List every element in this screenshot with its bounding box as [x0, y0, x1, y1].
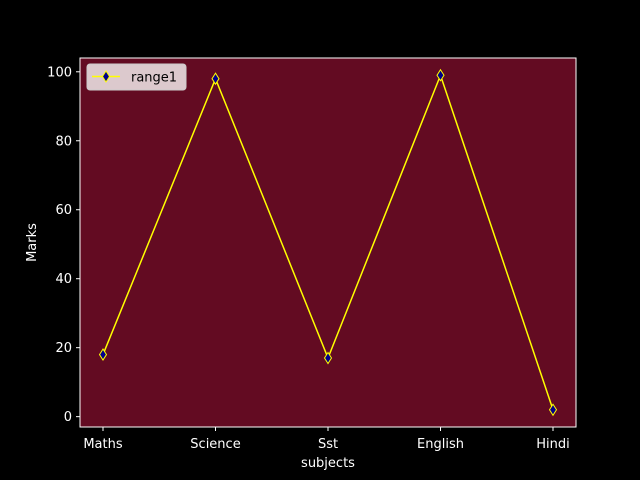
data-point-marker	[436, 68, 445, 82]
legend-entry-range1: range1	[131, 71, 177, 86]
legend: range1	[86, 63, 187, 91]
plot-frame	[79, 57, 577, 428]
y-tick-label: 0	[64, 410, 72, 425]
x-tick-label: Maths	[83, 437, 123, 452]
y-tick-label: 60	[55, 203, 72, 218]
data-point-marker	[323, 351, 333, 365]
x-tick-label: Sst	[318, 437, 338, 452]
x-axis-ticks: Maths Science Sst English Hindi	[83, 427, 570, 452]
plot-area	[80, 58, 576, 427]
legend-marker-swatch	[101, 70, 111, 83]
data-point-marker	[98, 348, 108, 362]
y-axis-label: Marks	[25, 223, 40, 262]
data-point-marker	[211, 72, 220, 86]
x-axis-label: subjects	[301, 456, 355, 471]
x-tick-label: Science	[190, 437, 240, 452]
x-tick-label: Hindi	[536, 437, 570, 452]
y-axis-ticks: 0 20 40 60 80 100	[47, 65, 80, 425]
y-tick-label: 80	[55, 134, 72, 149]
y-tick-label: 100	[47, 65, 72, 80]
data-point-marker	[548, 403, 558, 417]
x-tick-label: English	[417, 437, 464, 452]
series-layer	[98, 68, 558, 417]
y-tick-label: 40	[55, 272, 72, 287]
y-tick-label: 20	[55, 341, 72, 356]
legend-box	[86, 63, 187, 91]
